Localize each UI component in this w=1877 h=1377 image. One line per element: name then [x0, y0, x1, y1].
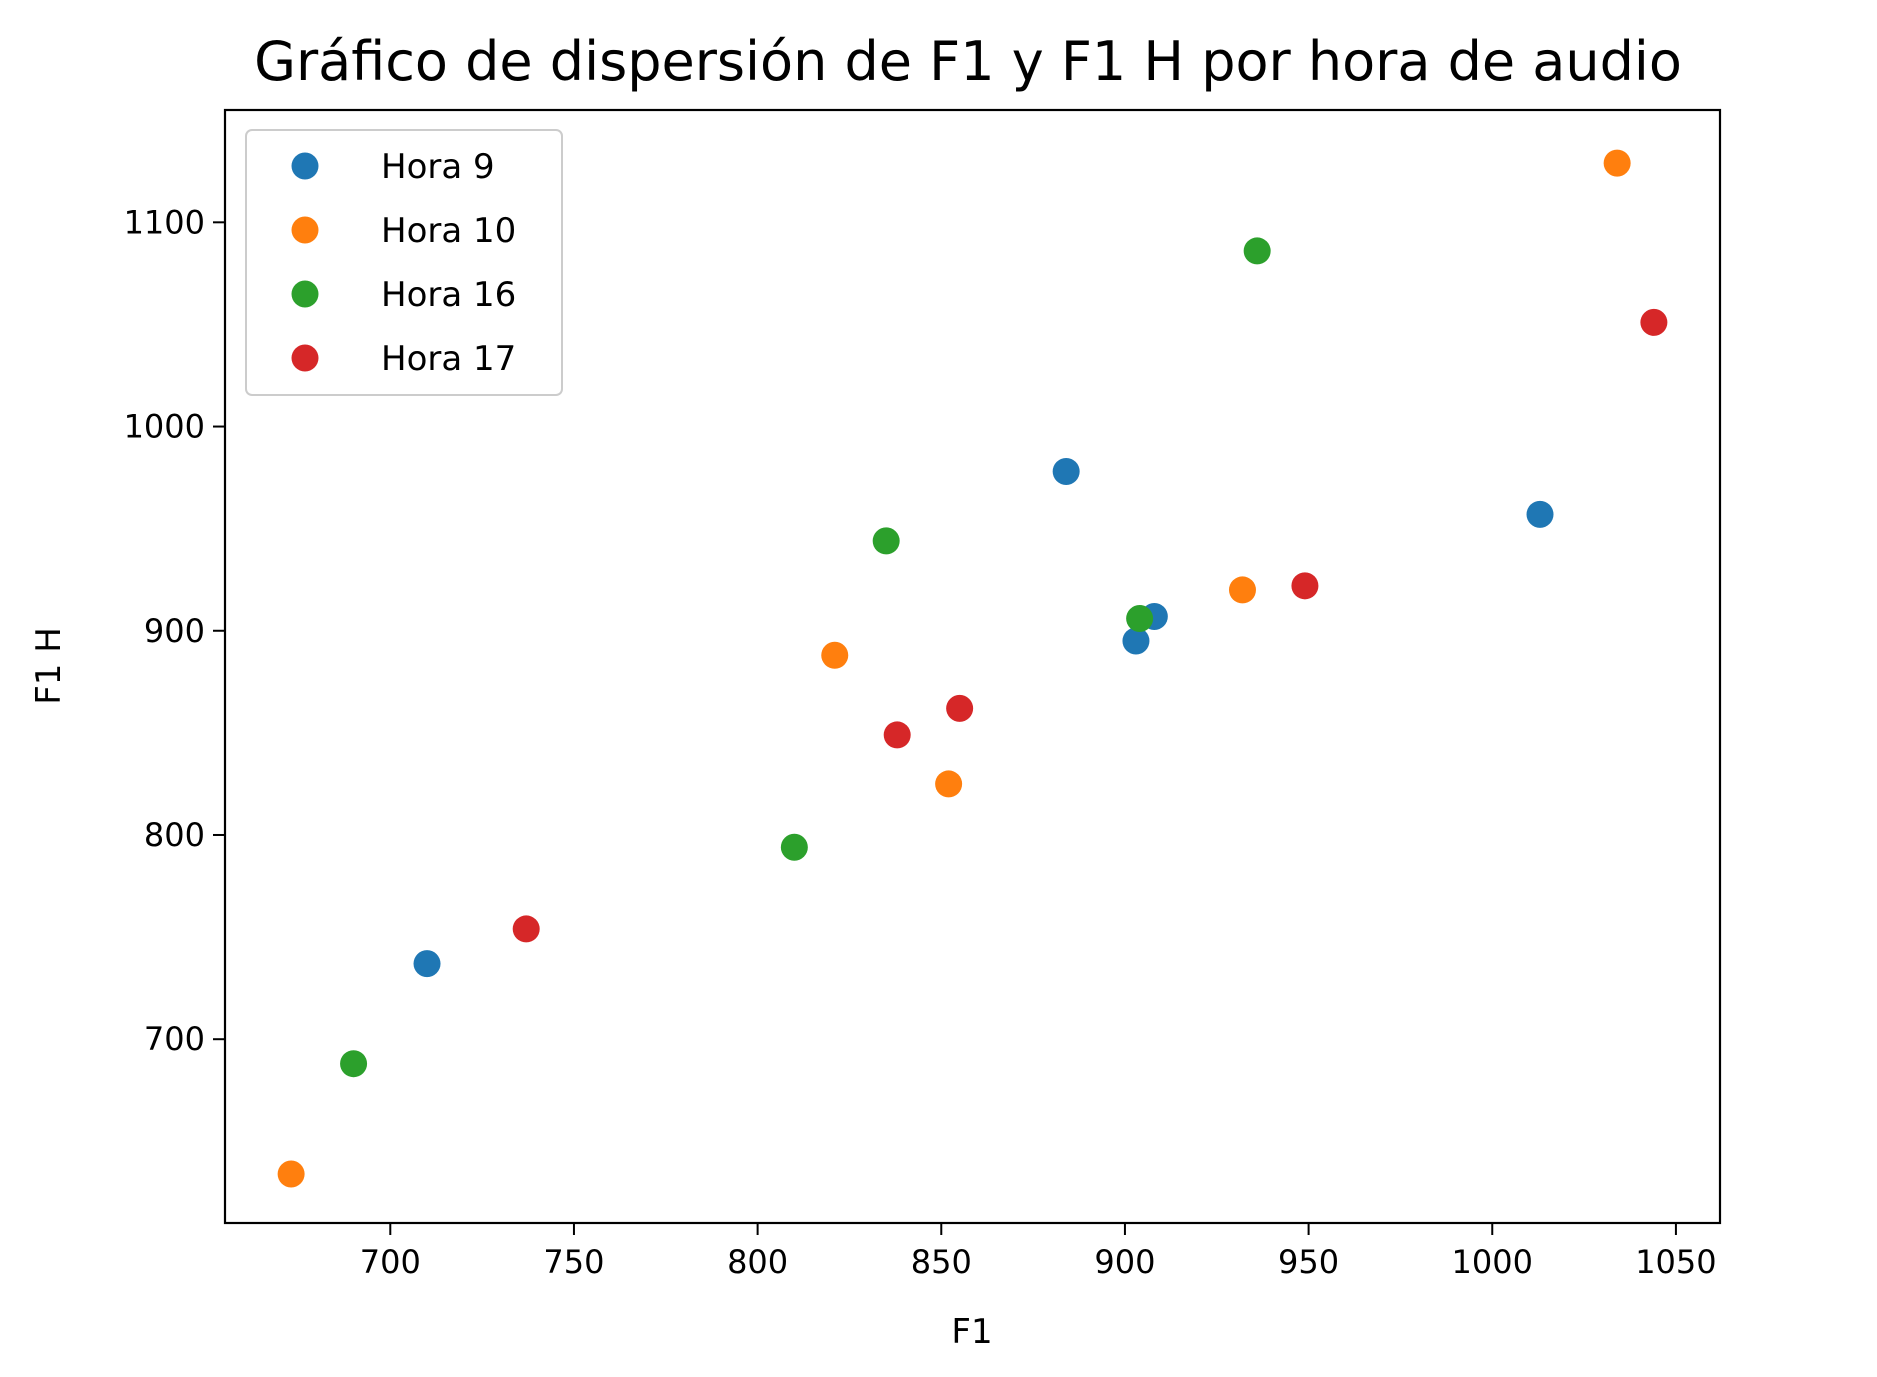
- data-point-series-1: [1052, 457, 1080, 485]
- chart-title: Gráfico de dispersión de F1 y F1 H por h…: [254, 30, 1682, 93]
- y-axis-label: F1 H: [29, 627, 69, 705]
- y-tick-label: 1000: [124, 408, 205, 446]
- x-tick-label: 800: [727, 1243, 788, 1281]
- x-tick-label: 950: [1278, 1243, 1339, 1281]
- data-point-series-3: [1243, 237, 1271, 265]
- data-point-series-2: [277, 1160, 305, 1188]
- x-tick-label: 1050: [1635, 1243, 1716, 1281]
- legend-marker: [291, 152, 319, 180]
- x-tick-label: 900: [1094, 1243, 1155, 1281]
- plot-area-frame: [223, 108, 1722, 1225]
- x-axis: 700 750 800 850 900 950 1000 1050: [360, 1223, 1717, 1281]
- data-point-series-1: [1526, 500, 1554, 528]
- data-point-series-1: [413, 950, 441, 978]
- x-axis-label: F1: [951, 1312, 992, 1352]
- data-points: [277, 149, 1668, 1188]
- data-point-series-3: [872, 527, 900, 555]
- x-tick-label: 750: [543, 1243, 604, 1281]
- data-point-series-3: [780, 833, 808, 861]
- legend-marker: [291, 344, 319, 372]
- data-point-series-3: [340, 1050, 368, 1078]
- data-point-series-1: [1122, 627, 1150, 655]
- x-tick-label: 700: [360, 1243, 421, 1281]
- legend-label: Hora 9: [381, 147, 495, 187]
- data-point-series-4: [946, 694, 974, 722]
- data-point-series-2: [1228, 576, 1256, 604]
- data-point-series-4: [1640, 308, 1668, 336]
- data-point-series-2: [821, 641, 849, 669]
- legend-label: Hora 10: [381, 211, 516, 251]
- data-point-series-4: [512, 915, 540, 943]
- y-axis: 700 800 900 1000 1100: [124, 203, 225, 1058]
- data-point-series-2: [1603, 149, 1631, 177]
- x-tick-label: 850: [911, 1243, 972, 1281]
- data-point-series-4: [1291, 572, 1319, 600]
- legend-label: Hora 16: [381, 275, 516, 315]
- data-point-series-3: [1126, 605, 1154, 633]
- y-tick-label: 900: [144, 612, 205, 650]
- y-tick-label: 1100: [124, 203, 205, 241]
- y-tick-label: 800: [144, 816, 205, 854]
- y-tick-label: 700: [144, 1020, 205, 1058]
- legend-marker: [291, 280, 319, 308]
- data-point-series-2: [935, 770, 963, 798]
- legend-frame: [245, 129, 563, 396]
- legend: Hora 9 Hora 10 Hora 16 Hora 17: [245, 129, 563, 396]
- data-point-series-4: [883, 721, 911, 749]
- legend-label: Hora 17: [381, 339, 516, 379]
- legend-marker: [291, 216, 319, 244]
- x-tick-label: 1000: [1452, 1243, 1533, 1281]
